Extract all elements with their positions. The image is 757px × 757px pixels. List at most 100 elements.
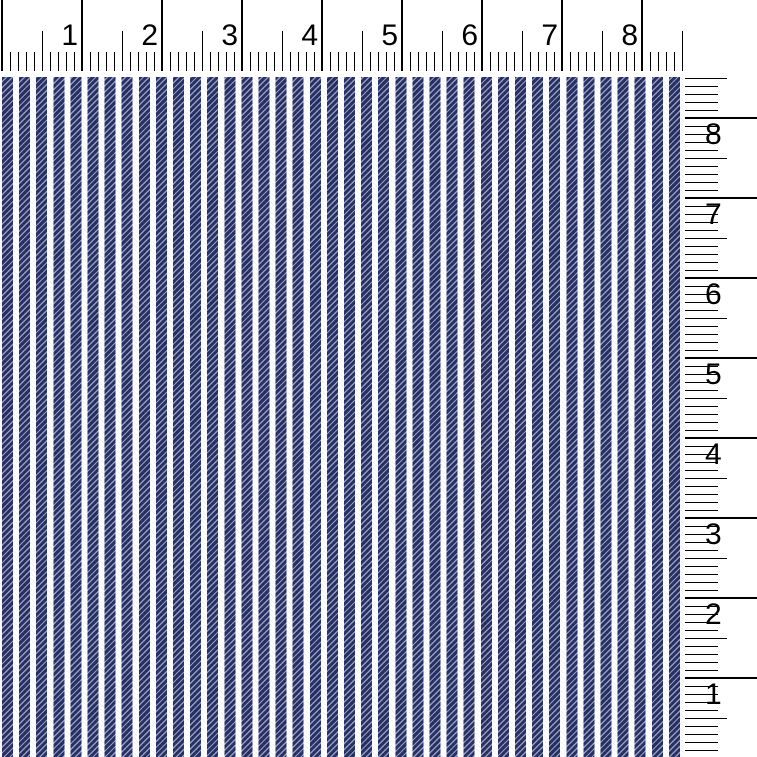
ruler-number: 3 <box>221 19 238 52</box>
ruler-tick-minor <box>338 52 339 71</box>
ruler-tick-minor <box>386 52 387 71</box>
ruler-tick-minor <box>50 52 51 71</box>
ruler-tick-minor <box>658 52 659 71</box>
ruler-tick-half <box>282 31 283 71</box>
ruler-number: 1 <box>705 678 722 711</box>
ruler-tick-minor <box>586 52 587 71</box>
ruler-tick-minor <box>685 622 718 623</box>
ruler-tick-minor <box>554 52 555 71</box>
ruler-tick-minor <box>685 246 718 247</box>
ruler-tick-minor <box>685 654 718 655</box>
ruler-tick-minor <box>674 52 675 71</box>
fabric-swatch <box>0 77 684 757</box>
ruler-tick-minor <box>685 262 718 263</box>
ruler-tick-minor <box>685 110 718 111</box>
ruler-tick-minor <box>418 52 419 71</box>
ruler-tick-minor <box>66 52 67 71</box>
ruler-tick-minor <box>685 414 718 415</box>
ruler-tick-half <box>685 478 727 479</box>
ruler-tick-minor <box>650 52 651 71</box>
ruler-tick-minor <box>410 52 411 71</box>
ruler-number: 4 <box>705 438 722 471</box>
ruler-tick-minor <box>210 52 211 71</box>
ruler-tick-minor <box>685 366 718 367</box>
ruler-tick-minor <box>685 182 718 183</box>
ruler-number: 2 <box>705 598 722 631</box>
ruler-tick-minor <box>685 526 718 527</box>
ruler-tick-minor <box>685 590 718 591</box>
ruler-tick-minor <box>685 502 718 503</box>
ruler-tick-major <box>641 0 643 71</box>
ruler-tick-minor <box>685 406 718 407</box>
ruler-number: 7 <box>541 19 558 52</box>
ruler-tick-major <box>321 0 323 71</box>
ruler-tick-minor <box>685 286 718 287</box>
ruler-tick-minor <box>106 52 107 71</box>
ruler-tick-minor <box>618 52 619 71</box>
ruler-number: 5 <box>381 19 398 52</box>
ruler-tick-minor <box>685 726 718 727</box>
ruler-tick-minor <box>434 52 435 71</box>
ruler-tick-minor <box>685 646 718 647</box>
ruler-number: 5 <box>705 358 722 391</box>
ruler-tick-minor <box>218 52 219 71</box>
ruler-tick-minor <box>298 52 299 71</box>
ruler-tick-minor <box>250 52 251 71</box>
ruler-tick-minor <box>685 294 718 295</box>
ruler-tick-minor <box>685 174 718 175</box>
ruler-tick-minor <box>226 52 227 71</box>
ruler-tick-major <box>685 197 757 199</box>
ruler-tick-minor <box>458 52 459 71</box>
ruler-tick-minor <box>685 214 718 215</box>
ruler-tick-minor <box>685 302 718 303</box>
ruler-tick-half <box>362 31 363 71</box>
ruler-tick-minor <box>685 222 718 223</box>
ruler-tick-major <box>685 357 757 359</box>
ruler-tick-minor <box>18 52 19 71</box>
ruler-number: 7 <box>705 198 722 231</box>
ruler-tick-minor <box>685 166 718 167</box>
ruler-tick-minor <box>74 52 75 71</box>
ruler-tick-minor <box>594 52 595 71</box>
ruler-tick-half <box>685 718 727 719</box>
ruler-tick-minor <box>685 582 718 583</box>
ruler-tick-minor <box>370 52 371 71</box>
ruler-tick-minor <box>685 86 718 87</box>
ruler-tick-minor <box>154 52 155 71</box>
ruler-number: 2 <box>141 19 158 52</box>
ruler-number: 1 <box>61 19 78 52</box>
ruler-tick-minor <box>685 486 718 487</box>
ruler-tick-minor <box>578 52 579 71</box>
ruler-number: 8 <box>705 118 722 151</box>
ruler-tick-major <box>685 437 757 439</box>
ruler-tick-minor <box>378 52 379 71</box>
ruler-tick-half <box>122 31 123 71</box>
ruler-tick-minor <box>685 102 718 103</box>
ruler-tick-half <box>685 398 727 399</box>
ruler-tick-half <box>685 558 727 559</box>
ruler-tick-minor <box>685 550 718 551</box>
ruler-tick-major <box>161 0 163 71</box>
ruler-tick-minor <box>274 52 275 71</box>
ruler-tick-minor <box>146 52 147 71</box>
ruler-tick-half <box>602 31 603 71</box>
ruler-tick-minor <box>685 310 718 311</box>
ruler-tick-minor <box>498 52 499 71</box>
ruler-tick-half <box>685 638 727 639</box>
ruler-tick-minor <box>114 52 115 71</box>
ruler-tick-half <box>685 238 727 239</box>
ruler-tick-minor <box>685 566 718 567</box>
ruler-tick-minor <box>685 126 718 127</box>
ruler-tick-minor <box>685 430 718 431</box>
ruler-tick-major <box>561 0 563 71</box>
ruler-number: 3 <box>705 518 722 551</box>
ruler-tick-minor <box>354 52 355 71</box>
ruler-tick-minor <box>685 254 718 255</box>
ruler-tick-minor <box>506 52 507 71</box>
ruler-number: 6 <box>705 278 722 311</box>
ruler-tick-half <box>202 31 203 71</box>
ruler-tick-minor <box>685 270 718 271</box>
ruler-tick-minor <box>685 702 718 703</box>
ruler-tick-half <box>685 158 727 159</box>
